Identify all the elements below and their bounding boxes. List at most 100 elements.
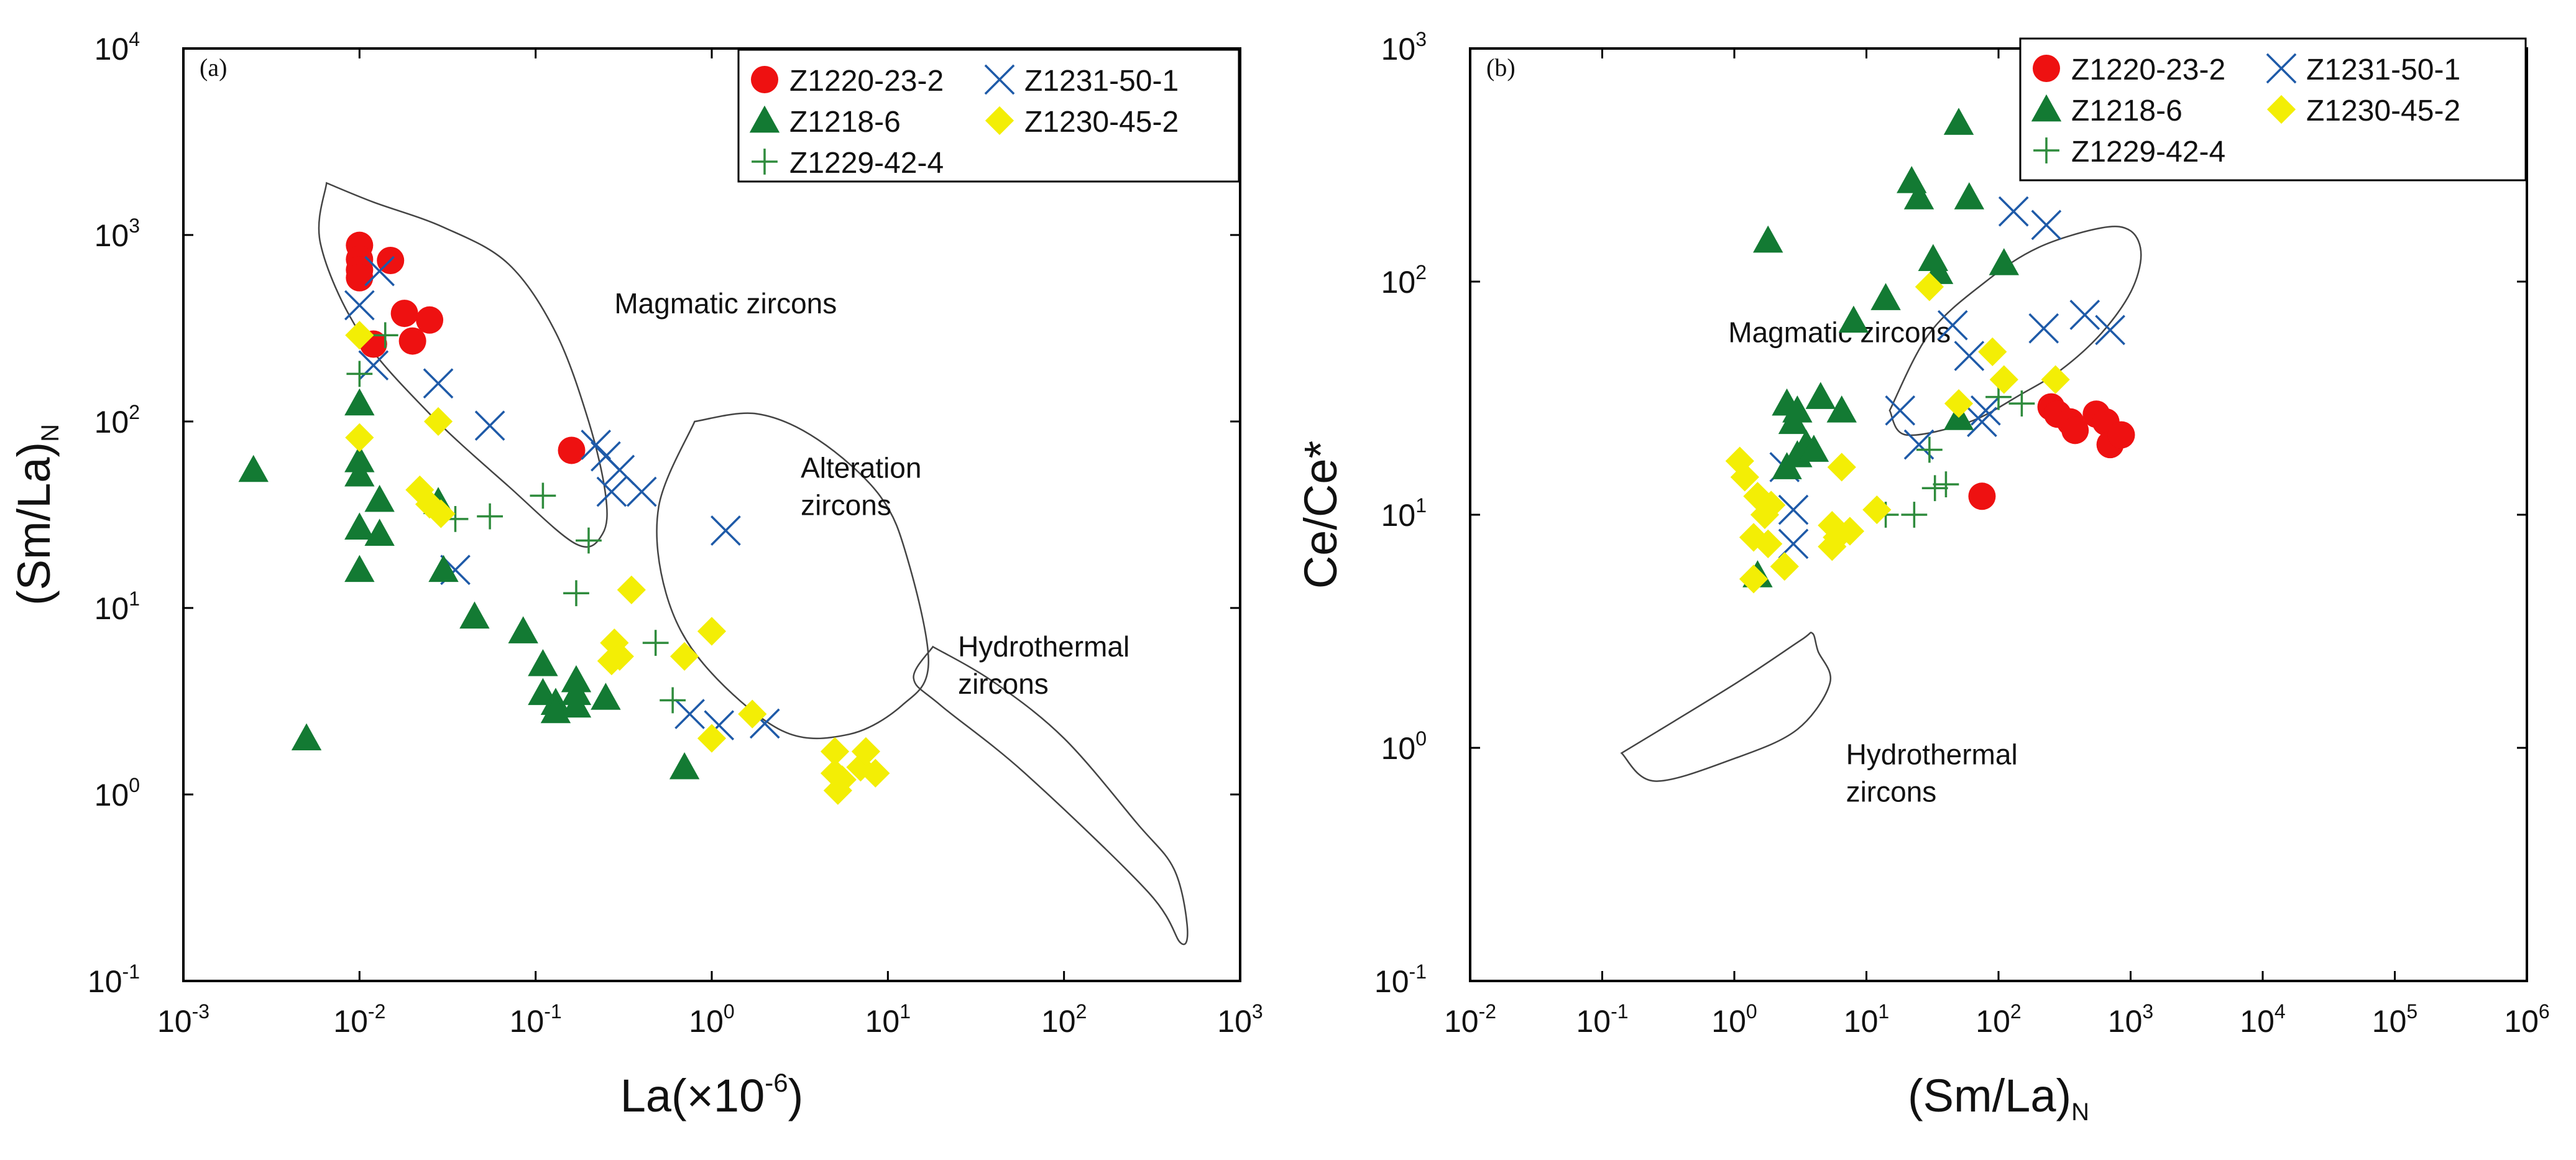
data-point [474, 410, 505, 441]
x-axis-label-subscript: N [2071, 1098, 2089, 1126]
x-tick-base: 10 [1041, 1004, 1076, 1039]
x-tick-base: 10 [2504, 1004, 2539, 1039]
x-tick-exponent: 1 [899, 1000, 911, 1023]
data-point [1915, 272, 1944, 302]
legend-marker [2033, 137, 2059, 163]
x-tick-label: 103 [1217, 1000, 1263, 1039]
legend-label: Z1230-45-2 [1024, 106, 1179, 139]
legend-marker [2266, 94, 2296, 124]
region-label: Magmatic zircons [614, 287, 837, 320]
series-Z1230-45-2 [1725, 272, 2070, 594]
data-point [508, 616, 538, 643]
y-axis-label-main: (Sm/La) [8, 442, 60, 605]
data-point [2107, 421, 2135, 449]
legend-marker [749, 105, 780, 133]
x-tick-base: 10 [510, 1004, 545, 1039]
data-point [398, 327, 426, 355]
legend-label: Z1231-50-1 [2306, 53, 2460, 86]
data-point [596, 476, 627, 507]
legend-marker [985, 106, 1014, 136]
y-tick-base: 10 [1381, 265, 1416, 300]
legend-label: Z1229-42-4 [789, 147, 944, 180]
y-tick-base: 10 [94, 218, 129, 253]
data-point [423, 407, 453, 436]
data-point [1778, 407, 1809, 435]
x-tick-exponent: -3 [192, 1000, 209, 1023]
data-point [597, 647, 626, 676]
data-point [528, 649, 558, 676]
x-tick-exponent: -2 [1479, 1000, 1496, 1023]
x-tick-label: 106 [2504, 1000, 2549, 1039]
data-point [2031, 209, 2062, 241]
region-label: zircons [1846, 775, 1937, 808]
data-point [459, 601, 490, 629]
y-tick-exponent: 3 [129, 214, 140, 237]
data-point [2061, 417, 2089, 444]
data-point [617, 575, 646, 605]
y-tick-base: 10 [94, 591, 129, 626]
x-axis-label-base: 10 [714, 1070, 765, 1121]
y-tick-exponent: 1 [129, 587, 140, 610]
x-axis-label: (Sm/La)N [1908, 1070, 2089, 1126]
x-tick-exponent: 0 [724, 1000, 735, 1023]
legend-label: Z1231-50-1 [1024, 65, 1179, 98]
series-Z1218-6 [238, 388, 700, 780]
data-point [390, 300, 418, 328]
data-point [1978, 337, 2007, 366]
x-tick-base: 10 [1976, 1004, 2010, 1039]
data-point [1943, 108, 1974, 135]
x-tick-label: 10-1 [1576, 1000, 1628, 1039]
x-tick-exponent: 3 [1252, 1000, 1263, 1023]
legend-label: Z1218-6 [2071, 94, 2183, 127]
data-point [372, 322, 398, 349]
data-point [1968, 482, 1996, 510]
x-tick-exponent: -1 [1611, 1000, 1628, 1023]
data-point [364, 518, 395, 546]
y-tick-exponent: -1 [1409, 960, 1427, 983]
y-tick-exponent: 4 [129, 28, 140, 50]
data-point [581, 430, 612, 460]
data-point [1870, 283, 1901, 310]
legend-label: Z1220-23-2 [789, 65, 944, 98]
y-tick-label: 102 [94, 401, 140, 440]
data-point [344, 290, 375, 321]
data-point [346, 361, 373, 387]
y-tick-label: 104 [94, 28, 140, 67]
legend-label: Z1218-6 [789, 106, 901, 139]
data-point [1739, 564, 1769, 594]
data-point [674, 699, 705, 729]
y-tick-exponent: 3 [1415, 28, 1427, 50]
data-point [626, 476, 657, 507]
region-label: zircons [801, 489, 891, 521]
data-point [1818, 532, 1847, 561]
x-tick-base: 10 [1576, 1004, 1611, 1039]
region-outline [1620, 632, 1832, 782]
series-Z1220-23-2 [1968, 393, 2135, 510]
data-point [576, 527, 602, 554]
data-point [416, 306, 444, 334]
x-tick-label: 10-1 [510, 1000, 562, 1039]
data-point [2008, 390, 2035, 417]
data-point [670, 642, 699, 671]
legend-marker [752, 149, 778, 175]
data-point [697, 617, 727, 646]
x-tick-base: 10 [157, 1004, 192, 1039]
data-point [1989, 365, 2018, 394]
data-point [669, 752, 700, 780]
x-tick-label: 100 [1711, 1000, 1757, 1039]
x-tick-base: 10 [1711, 1004, 1746, 1039]
legend-marker [2033, 55, 2060, 82]
data-point [345, 321, 374, 350]
x-axis-label-symbol: × [687, 1070, 714, 1121]
data-point [423, 368, 454, 399]
x-tick-label: 10-2 [333, 1000, 385, 1039]
y-tick-label: 103 [94, 214, 140, 253]
y-tick-exponent: 2 [1415, 261, 1427, 283]
x-axis-label: La(×10-6) [620, 1068, 804, 1121]
data-point [344, 459, 375, 487]
data-point [1944, 389, 1974, 418]
x-tick-label: 100 [689, 1000, 734, 1039]
data-point [1838, 305, 1869, 333]
x-tick-exponent: 3 [2142, 1000, 2153, 1023]
